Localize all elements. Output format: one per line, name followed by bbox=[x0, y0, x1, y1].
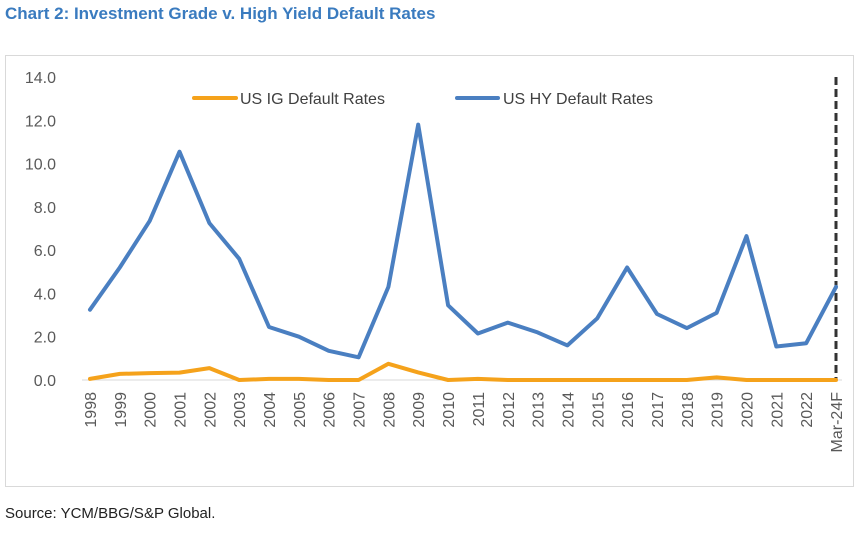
y-tick-label: 10.0 bbox=[25, 157, 56, 174]
series-layer bbox=[88, 122, 838, 382]
x-tick-label: 2005 bbox=[292, 392, 309, 428]
x-tick-label: 2011 bbox=[471, 392, 488, 427]
x-tick-label: 2007 bbox=[352, 392, 369, 428]
x-axis: 1998 1999 2000 2001 2002 2003 2004 2005 2006 2007… bbox=[83, 392, 846, 453]
x-tick-label: 2014 bbox=[560, 392, 577, 428]
x-tick-label: 2002 bbox=[202, 392, 219, 428]
x-tick-label: 2010 bbox=[441, 392, 458, 428]
x-tick-label: 1998 bbox=[83, 392, 100, 428]
x-tick-label: 2016 bbox=[620, 392, 637, 428]
legend: US IG Default Rates US HY Default Rates bbox=[192, 91, 653, 108]
x-tick-label: 2020 bbox=[739, 392, 756, 428]
x-tick-label: 2018 bbox=[680, 392, 697, 428]
y-tick-label: 0.0 bbox=[34, 373, 56, 390]
x-tick-label: 2001 bbox=[173, 392, 190, 428]
y-tick-label: 2.0 bbox=[34, 330, 56, 347]
chart-title: Chart 2: Investment Grade v. High Yield … bbox=[5, 4, 436, 23]
x-tick-label: 2021 bbox=[769, 392, 786, 428]
legend-label-ig: US IG Default Rates bbox=[240, 91, 385, 108]
y-tick-label: 6.0 bbox=[34, 243, 56, 260]
y-axis: 0.0 2.0 4.0 6.0 8.0 10.0 12.0 14.0 bbox=[25, 70, 56, 390]
x-tick-label: 2008 bbox=[381, 392, 398, 428]
source-note: Source: YCM/BBG/S&P Global. bbox=[5, 505, 216, 522]
x-tick-label: 2015 bbox=[590, 392, 607, 428]
series-line-us-hy bbox=[88, 122, 838, 360]
x-tick-label: 2013 bbox=[531, 392, 548, 428]
x-tick-label: 1999 bbox=[113, 392, 130, 428]
x-tick-label: 2003 bbox=[232, 392, 249, 428]
y-tick-label: 14.0 bbox=[25, 70, 56, 87]
y-tick-label: 12.0 bbox=[25, 113, 56, 130]
x-tick-label: 2012 bbox=[501, 392, 518, 428]
x-tick-label: 2019 bbox=[710, 392, 727, 428]
x-tick-label: 2009 bbox=[411, 392, 428, 428]
x-tick-label: 2004 bbox=[262, 392, 279, 428]
legend-label-hy: US HY Default Rates bbox=[503, 91, 653, 108]
x-tick-label: 2006 bbox=[322, 392, 339, 428]
y-tick-label: 8.0 bbox=[34, 200, 56, 217]
x-tick-label: 2017 bbox=[650, 392, 667, 428]
chart-frame bbox=[5, 55, 854, 487]
x-tick-label: 2022 bbox=[799, 392, 816, 428]
x-tick-label: Mar-24F bbox=[829, 392, 846, 453]
y-tick-label: 4.0 bbox=[34, 286, 56, 303]
x-tick-label: 2000 bbox=[143, 392, 160, 428]
series-line-us-ig bbox=[88, 361, 838, 382]
